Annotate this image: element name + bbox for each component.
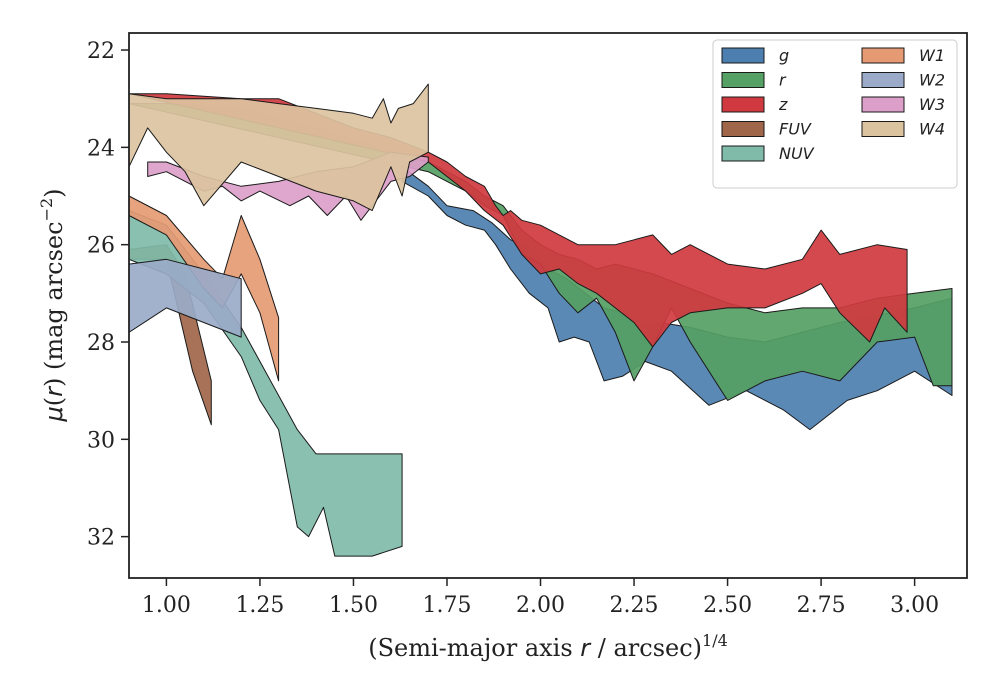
x-tick-label: 1.75 [422, 593, 471, 618]
legend-swatch-w2 [861, 72, 905, 88]
x-axis-ticks: 1.00 1.25 1.50 1.75 2.00 2.25 2.50 2.75 3.00 [142, 578, 939, 618]
band-z [129, 93, 908, 348]
legend-label-g: g [779, 46, 789, 65]
y-axis-label: μ(r) (mag arcsec−2) [37, 188, 68, 422]
legend-swatch-w3 [861, 96, 905, 113]
legend-swatch-z [721, 96, 765, 113]
band-w2 [129, 258, 242, 338]
x-tick-label: 1.25 [235, 593, 284, 618]
legend-swatch-w4 [861, 121, 905, 137]
y-tick-label: 24 [87, 136, 115, 161]
legend-label-w4: W4 [919, 120, 945, 139]
x-tick-label: 2.25 [610, 593, 659, 618]
x-tick-label: 2.50 [703, 593, 752, 618]
y-tick-label: 28 [87, 331, 115, 356]
legend-swatch-g [721, 47, 765, 64]
legend-swatch-w1 [861, 47, 905, 64]
legend-items: grz FUV NUV W1 W2 W3 W4 [721, 46, 945, 163]
legend-label-fuv: FUV [779, 120, 812, 139]
x-tick-label: 2.00 [516, 593, 565, 618]
plot-frame [128, 32, 968, 579]
legend: grz FUV NUV W1 W2 W3 W4 [712, 39, 958, 189]
series-bands [129, 83, 953, 557]
x-tick-label: 3.00 [890, 593, 939, 618]
legend-label-z: z [778, 95, 788, 114]
y-tick-label: 26 [87, 234, 115, 259]
legend-label-w3: W3 [919, 95, 945, 114]
x-axis-label: (Semi-major axis r / arcsec)1/4 [368, 631, 728, 662]
x-tick-label: 1.00 [142, 593, 191, 618]
legend-swatch-fuv [721, 121, 765, 137]
x-tick-label: 1.50 [329, 593, 378, 618]
legend-label-nuv: NUV [779, 144, 815, 163]
x-tick-label: 2.75 [797, 593, 846, 618]
y-tick-label: 30 [87, 428, 115, 453]
y-tick-label: 22 [87, 39, 115, 64]
y-axis-ticks: 22 24 26 28 30 32 [87, 39, 129, 551]
band-w4 [129, 83, 429, 212]
legend-label-w1: W1 [919, 46, 945, 65]
y-tick-label: 32 [87, 526, 115, 551]
legend-label-r: r [779, 71, 787, 90]
legend-swatch-r [721, 72, 765, 88]
legend-label-w2: W2 [919, 71, 945, 90]
legend-swatch-nuv [721, 145, 765, 162]
